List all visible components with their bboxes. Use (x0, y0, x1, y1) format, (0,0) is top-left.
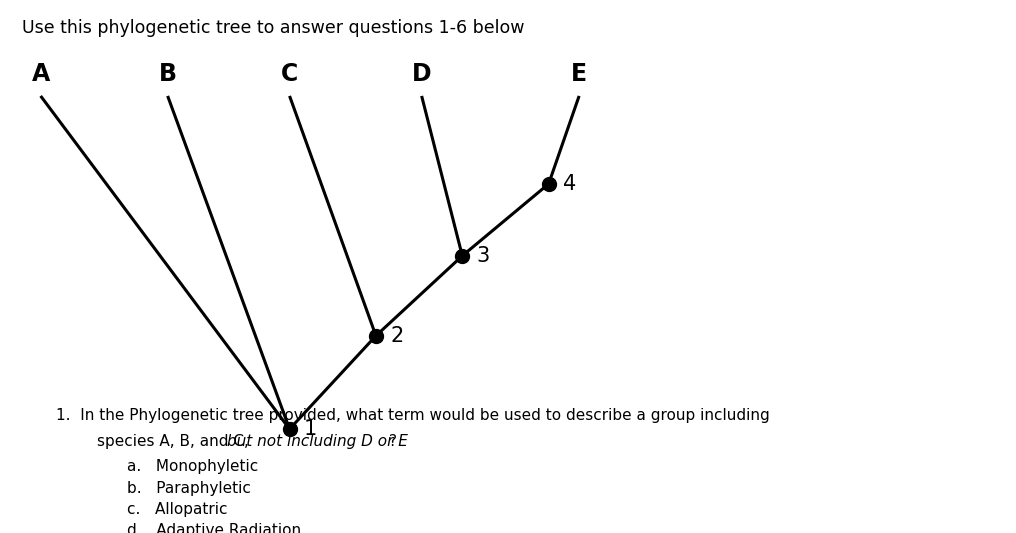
Text: but not including D or E: but not including D or E (227, 434, 407, 449)
Text: Use this phylogenetic tree to answer questions 1-6 below: Use this phylogenetic tree to answer que… (22, 19, 525, 37)
Text: 1.  In the Phylogenetic tree provided, what term would be used to describe a gro: 1. In the Phylogenetic tree provided, wh… (56, 408, 770, 423)
Text: 4: 4 (563, 174, 576, 194)
Text: 1: 1 (304, 419, 317, 439)
Text: c.   Allopatric: c. Allopatric (127, 502, 228, 517)
Text: B: B (158, 62, 177, 86)
Text: D: D (411, 62, 432, 86)
Text: ?: ? (389, 434, 397, 449)
Text: b.   Paraphyletic: b. Paraphyletic (127, 481, 251, 496)
Text: species A, B, and C,: species A, B, and C, (97, 434, 253, 449)
Text: 2: 2 (390, 326, 403, 346)
Text: 3: 3 (477, 246, 490, 266)
Text: E: E (571, 62, 587, 86)
Text: a.   Monophyletic: a. Monophyletic (127, 459, 258, 474)
Text: C: C (281, 62, 298, 86)
Text: d.   Adaptive Radiation: d. Adaptive Radiation (127, 523, 301, 533)
Text: A: A (31, 62, 50, 86)
